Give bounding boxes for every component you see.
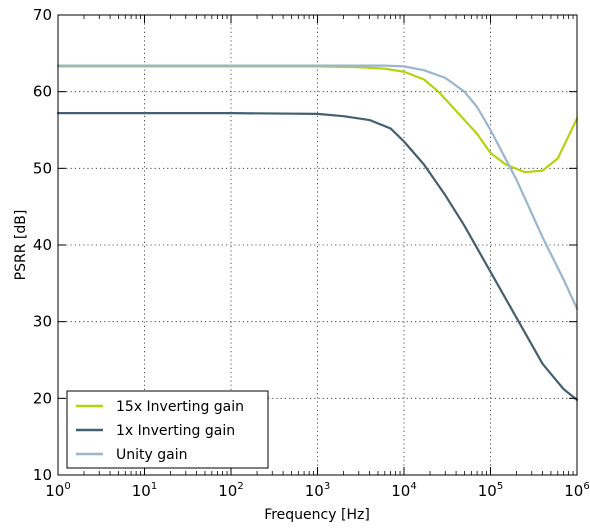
y-tick-label: 60 <box>33 83 52 101</box>
x-tick-label: 104 <box>391 481 416 500</box>
x-tick-label: 100 <box>45 481 70 500</box>
y-tick-label: 10 <box>33 466 52 484</box>
legend: 15x Inverting gain 1x Inverting gain Unity… <box>66 390 269 469</box>
y-tick-label: 20 <box>33 389 52 407</box>
y-tick-label: 50 <box>33 159 52 177</box>
tick-labels: 100 101 102 103 104 105 106 10 20 30 40 50 60 70 <box>33 6 590 500</box>
series-line <box>56 64 579 310</box>
y-tick-label: 30 <box>33 313 52 331</box>
series-lines <box>56 64 579 401</box>
y-axis-label: PSRR [dB] <box>13 210 29 281</box>
legend-label: 1x Inverting gain <box>116 423 235 439</box>
legend-label: Unity gain <box>116 447 187 463</box>
series-line <box>56 112 579 401</box>
ticks <box>57 14 578 476</box>
legend-label: 15x Inverting gain <box>116 399 244 415</box>
x-tick-label: 105 <box>478 481 503 500</box>
x-tick-label: 101 <box>132 481 157 500</box>
y-tick-label: 40 <box>33 236 52 254</box>
x-axis-label: Frequency [Hz] <box>264 507 370 523</box>
series-line <box>56 65 579 174</box>
x-tick-label: 106 <box>564 481 589 500</box>
x-tick-label: 103 <box>305 481 330 500</box>
x-tick-label: 102 <box>218 481 243 500</box>
y-tick-label: 70 <box>33 6 52 24</box>
